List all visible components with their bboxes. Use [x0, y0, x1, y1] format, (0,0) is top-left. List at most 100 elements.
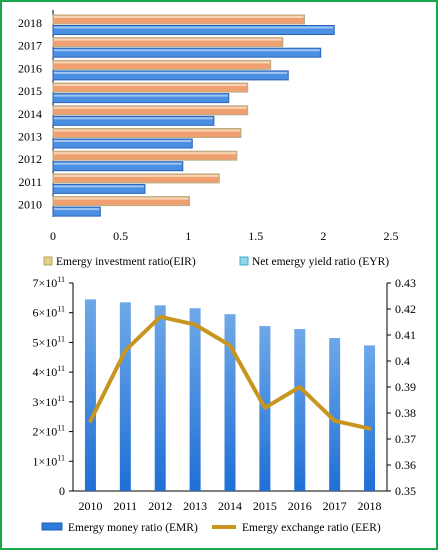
- left-tick-exponent: 11: [57, 275, 65, 284]
- eer-line: [88, 314, 372, 431]
- left-tick-base: 1×10: [33, 454, 58, 468]
- emr-bar: [189, 308, 201, 491]
- eyr-bar: [52, 93, 230, 104]
- chart2-left-tick-label: 5×1011: [33, 334, 65, 349]
- chart2-x-tick-label: 2018: [358, 499, 382, 513]
- legend-eyr-swatch: [239, 256, 249, 266]
- eir-bar-highlight: [54, 152, 236, 155]
- emr-bar: [224, 314, 236, 491]
- eir-bar: [52, 196, 191, 207]
- chart1-category-label: 2011: [18, 175, 42, 189]
- eir-bar-highlight: [54, 129, 240, 132]
- chart1-x-tick-label: 2.5: [384, 229, 399, 243]
- chart2-left-tick-label: 1×1011: [33, 453, 65, 468]
- eir-bar-highlight: [54, 84, 247, 87]
- eir-bar: [52, 173, 220, 184]
- chart2-right-tick-label: 0.43: [395, 276, 416, 290]
- eyr-bar: [52, 183, 146, 194]
- emr-bar: [154, 305, 166, 491]
- chart1-x-tick-label: 1.5: [248, 229, 263, 243]
- left-tick-base: 5×10: [33, 335, 58, 349]
- eyr-bar: [52, 161, 184, 172]
- chart1-category-label: 2012: [18, 152, 42, 166]
- eir-bar: [52, 14, 305, 25]
- left-tick-exponent: 11: [57, 453, 65, 462]
- left-tick-exponent: 11: [57, 394, 65, 403]
- legend-eer-label: Emergy exchange ratio (EER): [242, 522, 381, 534]
- eyr-bar-highlight: [54, 208, 100, 211]
- left-tick-base: 2×10: [33, 425, 58, 439]
- eyr-bar-highlight: [54, 26, 334, 29]
- chart1-category-label: 2016: [18, 61, 42, 75]
- chart2-x-tick-label: 2012: [148, 499, 172, 513]
- emr-bar: [294, 329, 306, 491]
- left-tick-base: 7×10: [33, 276, 58, 290]
- chart2-x-tick-label: 2017: [323, 499, 347, 513]
- left-tick-exponent: 11: [57, 364, 65, 373]
- chart2-right-tick-label: 0.42: [395, 302, 416, 316]
- eir-bar-highlight: [54, 197, 189, 200]
- left-tick-exponent: 11: [57, 334, 65, 343]
- chart1-x-tick-label: 0: [50, 229, 56, 243]
- eyr-bar-highlight: [54, 185, 144, 188]
- chart2-left-tick-label: 7×1011: [33, 275, 65, 290]
- eir-bar: [52, 105, 249, 116]
- chart2-left-tick-label: 0: [59, 484, 65, 498]
- left-tick-base: 4×10: [33, 365, 58, 379]
- chart2-right-tick-label: 0.37: [395, 432, 416, 446]
- legend-emr-swatch: [41, 522, 63, 531]
- eir-bar: [52, 37, 284, 48]
- emr-bar: [329, 337, 341, 491]
- eyr-bar-highlight: [54, 94, 228, 97]
- eir-bar: [52, 82, 249, 93]
- left-tick-base: 6×10: [33, 306, 58, 320]
- chart2-right-tick-label: 0.41: [395, 328, 416, 342]
- legend-eir-swatch: [43, 256, 53, 266]
- chart2-x-tick-label: 2016: [288, 499, 312, 513]
- eyr-bar-highlight: [54, 162, 182, 165]
- chart1-x-tick-label: 0.5: [113, 229, 128, 243]
- eir-bar-highlight: [54, 61, 270, 64]
- chart2-right-tick-label: 0.36: [395, 458, 416, 472]
- chart1-category-label: 2010: [18, 198, 42, 212]
- legend-eir-label: Emergy investment ratio(EIR): [56, 256, 196, 268]
- chart2-x-tick-label: 2014: [218, 499, 242, 513]
- chart1-x-tick-label: 1: [185, 229, 191, 243]
- chart1-category-label: 2014: [18, 107, 42, 121]
- chart2-right-tick-label: 0.4: [395, 354, 410, 368]
- chart2-left-tick-label: 4×1011: [33, 364, 65, 379]
- eyr-bar-highlight: [54, 140, 192, 142]
- eir-bar-highlight: [54, 16, 304, 18]
- emr-bar: [364, 345, 376, 491]
- chart2-x-tick-label: 2011: [114, 499, 138, 513]
- chart2-x-tick-label: 2010: [78, 499, 102, 513]
- chart2-right-tick-label: 0.38: [395, 406, 416, 420]
- chart2-left-tick-label: 6×1011: [33, 305, 65, 320]
- chart2-x-tick-label: 2013: [183, 499, 207, 513]
- chart2-x-tick-label: 2015: [253, 499, 277, 513]
- eyr-bar: [52, 70, 289, 81]
- left-tick-exponent: 11: [57, 305, 65, 314]
- eyr-bar: [52, 25, 335, 35]
- eir-bar: [52, 150, 238, 161]
- eir-bar: [52, 128, 242, 138]
- chart1-x-tick-label: 2: [320, 229, 326, 243]
- legend-emr-label: Emergy money ratio (EMR): [68, 522, 198, 534]
- chart1-category-label: 2018: [18, 16, 42, 30]
- eyr-bar-highlight: [54, 71, 288, 74]
- left-tick-base: 3×10: [33, 395, 58, 409]
- chart2-right-tick-label: 0.39: [395, 380, 416, 394]
- emr-bar: [84, 299, 96, 491]
- chart2-left-tick-label: 3×1011: [33, 394, 65, 409]
- eir-bar-highlight: [54, 38, 282, 41]
- emr-bar: [119, 302, 131, 491]
- chart1-category-label: 2017: [18, 39, 42, 53]
- chart2-right-tick-label: 0.35: [395, 484, 416, 498]
- eyr-bar: [52, 138, 193, 149]
- eir-bar-highlight: [54, 174, 219, 177]
- eir-bar-highlight: [54, 106, 247, 109]
- eyr-bar: [52, 47, 322, 58]
- eyr-bar: [52, 206, 101, 217]
